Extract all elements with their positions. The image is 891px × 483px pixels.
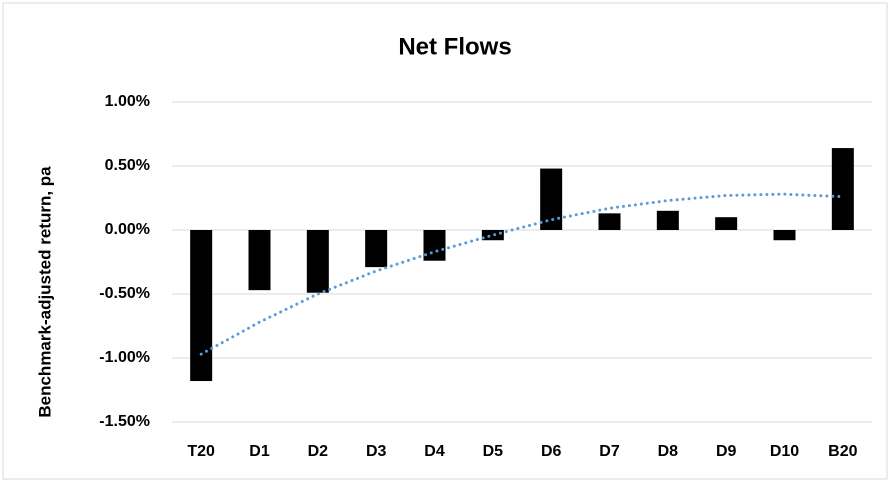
- y-tick-label: 0.00%: [105, 221, 150, 238]
- bar: [715, 217, 738, 230]
- y-tick-label: -0.50%: [99, 285, 150, 302]
- bar: [831, 148, 854, 230]
- trend-line: [199, 192, 845, 356]
- bar: [656, 210, 679, 230]
- x-tick-label: D3: [366, 443, 387, 460]
- bar: [773, 230, 796, 241]
- bar: [365, 230, 388, 268]
- x-tick-label: D8: [658, 443, 679, 460]
- bar: [248, 230, 271, 291]
- x-tick-label: T20: [187, 443, 215, 460]
- x-tick-label: D9: [716, 443, 737, 460]
- bar: [481, 230, 504, 241]
- bar: [598, 213, 621, 230]
- x-tick-label: D1: [249, 443, 270, 460]
- x-tick-label: D6: [541, 443, 562, 460]
- chart-title: Net Flows: [398, 33, 511, 60]
- y-tick-label: -1.50%: [99, 413, 150, 430]
- x-tick-label: D10: [770, 443, 799, 460]
- x-tick-label: D5: [483, 443, 504, 460]
- bar: [540, 168, 563, 230]
- x-tick-label: D7: [599, 443, 620, 460]
- x-tick-label: D4: [424, 443, 445, 460]
- bar: [423, 230, 446, 261]
- bar: [190, 230, 213, 382]
- y-tick-label: -1.00%: [99, 349, 150, 366]
- y-axis-label: Benchmark-adjusted return, pa: [35, 166, 54, 418]
- x-tick-label: D2: [308, 443, 329, 460]
- y-tick-label: 1.00%: [105, 93, 150, 110]
- y-tick-label: 0.50%: [105, 157, 150, 174]
- bar: [306, 230, 329, 293]
- x-tick-label: B20: [828, 443, 857, 460]
